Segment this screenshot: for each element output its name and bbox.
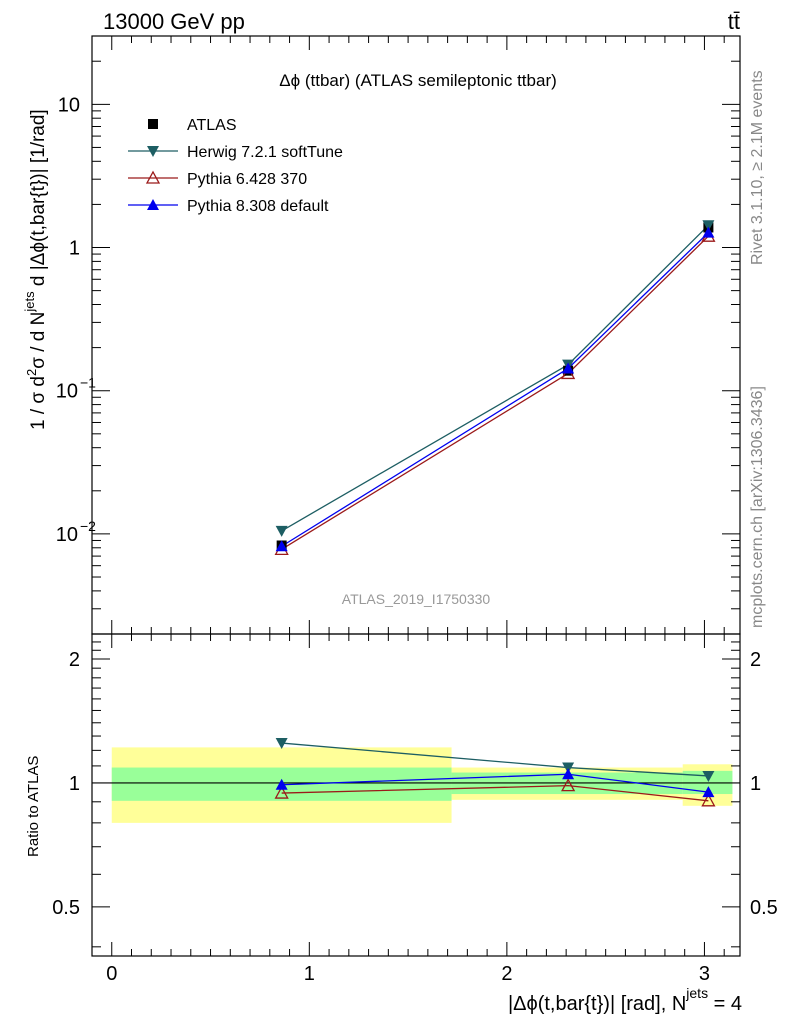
ratio-point-2-2 — [702, 786, 715, 798]
ratio-y-tick-label-right: 2 — [750, 649, 761, 671]
ratio-point-1-0 — [274, 785, 289, 799]
ratio-y-tick-label: 0.5 — [52, 897, 80, 919]
legend-marker-2 — [145, 170, 161, 184]
header-left: 13000 GeV pp — [103, 9, 245, 34]
point-3-1 — [562, 362, 575, 374]
ratio-point-2-1 — [562, 768, 575, 780]
point-3-2 — [702, 226, 715, 238]
ratio-point-0-2 — [702, 770, 715, 782]
mcplots-label: mcplots.cern.ch [arXiv:1306.3436] — [749, 386, 766, 628]
ratio-bands — [111, 747, 733, 823]
ratio-y-tick-label: 1 — [69, 773, 80, 795]
legend-marker-1 — [147, 146, 159, 157]
line-pythia-6-428-370 — [281, 235, 709, 550]
ratio-point-1-2 — [701, 793, 716, 807]
ratio-y-tick-label: 2 — [69, 649, 80, 671]
ratio-y-tick-label-right: 1 — [750, 773, 761, 795]
ratio-point-1-1 — [561, 778, 576, 792]
ratio-frame — [91, 633, 741, 957]
legend-label-1: Herwig 7.2.1 softTune — [187, 144, 343, 161]
line-pythia-8-308-default — [281, 232, 709, 547]
y-tick-label: 10 — [56, 381, 78, 403]
legend-label-0: ATLAS — [187, 117, 237, 134]
x-tick-label: 1 — [304, 963, 315, 985]
point-3-0 — [275, 540, 288, 552]
series-lines — [281, 224, 709, 802]
line-herwig-7-2-1-softtune — [281, 224, 709, 532]
legend-label-3: Pythia 8.308 default — [187, 198, 329, 215]
legend-label-2: Pythia 6.428 370 — [187, 171, 307, 188]
ratio-y-tick-label-right: 0.5 — [750, 897, 778, 919]
chart-title: Δϕ (ttbar) (ATLAS semileptonic ttbar) — [279, 71, 557, 90]
ratio-point-0-0 — [275, 738, 288, 750]
axis-ticks — [92, 35, 740, 956]
y-tick-label-exp: −2 — [80, 518, 96, 534]
legend-marker-0 — [148, 119, 158, 129]
watermark: ATLAS_2019_I1750330 — [342, 591, 491, 607]
header-right: tt̄ — [728, 9, 740, 34]
point-1-2 — [702, 220, 715, 232]
ratio-point-2-0 — [275, 778, 288, 790]
ratio-y-label: Ratio to ATLAS — [25, 756, 42, 857]
y-tick-label-exp: −1 — [80, 375, 96, 391]
x-tick-label: 0 — [106, 963, 117, 985]
legend: ATLAS Herwig 7.2.1 softTune Pythia 6.428 3… — [128, 117, 343, 215]
y-tick-label: 1 — [69, 238, 80, 260]
ratio-point-0-1 — [562, 762, 575, 774]
ratio-line-1 — [281, 785, 709, 802]
rivet-label: Rivet 3.1.10, ≥ 2.1M events — [749, 70, 766, 265]
x-tick-label: 3 — [699, 963, 710, 985]
x-tick-label: 2 — [501, 963, 512, 985]
y-axis-label: 1 / σ d2σ / d Njets d |Δϕ(t,bar{t})| [1/… — [22, 109, 49, 430]
series-markers — [274, 220, 716, 807]
y-tick-label: 10 — [56, 524, 78, 546]
legend-marker-3 — [147, 199, 159, 210]
x-axis-label: |Δϕ(t,bar{t})| [rad], Njets = 4 — [508, 985, 742, 1015]
y-tick-label: 10 — [58, 94, 80, 116]
point-1-0 — [275, 525, 288, 537]
